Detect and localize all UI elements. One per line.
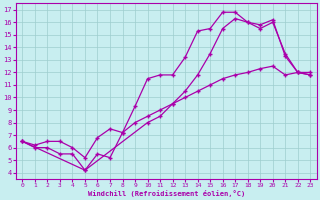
X-axis label: Windchill (Refroidissement éolien,°C): Windchill (Refroidissement éolien,°C) — [88, 190, 245, 197]
